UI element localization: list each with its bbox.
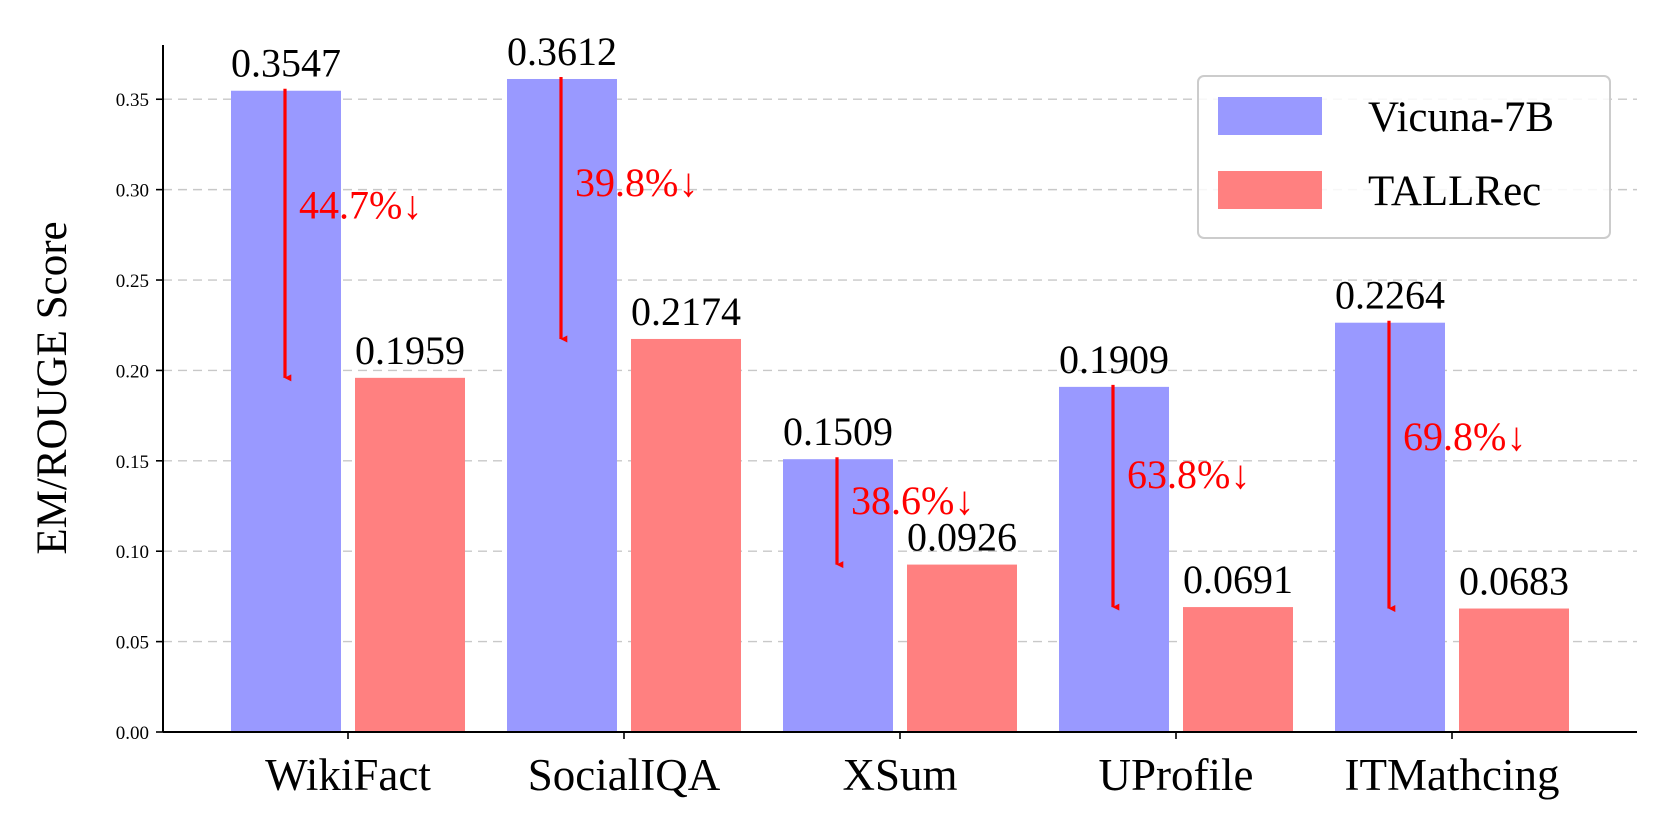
value-label: 0.3547: [231, 41, 341, 86]
y-tick-label: 0.20: [116, 361, 149, 382]
value-label: 0.2264: [1335, 273, 1445, 318]
value-label: 0.0683: [1459, 559, 1569, 604]
drop-percent-label: 38.6%↓: [851, 478, 974, 523]
legend-label: Vicuna-7B: [1368, 94, 1554, 141]
value-label: 0.0691: [1183, 557, 1293, 602]
axes: 0.00 0.05 0.10 0.15 0.20 0.25 0.30 0.35 WikiFact…: [29, 45, 1637, 800]
legend-label: TALLRec: [1368, 168, 1541, 215]
drop-percent-label: 69.8%↓: [1403, 414, 1526, 459]
value-label: 0.3612: [507, 29, 617, 74]
x-tick-label: XSum: [842, 750, 957, 800]
legend-swatch-1: [1218, 171, 1322, 209]
bar-tallrec-wikifact: [355, 377, 465, 732]
x-tick-label: WikiFact: [265, 750, 431, 800]
legend: Vicuna-7B TALLRec: [1197, 75, 1611, 239]
y-tick-label: 0.10: [116, 542, 149, 563]
y-tick-label: 0.00: [116, 723, 149, 744]
value-label: 0.0926: [907, 515, 1017, 560]
y-tick-label: 0.30: [116, 181, 149, 202]
legend-swatch-0: [1218, 97, 1322, 135]
value-label: 0.1959: [355, 328, 465, 373]
drop-percent-label: 63.8%↓: [1127, 452, 1250, 497]
drop-annotations: 44.7%↓ 39.8%↓ 38.6%↓ 63.8%↓ 69.8%↓: [283, 76, 1526, 613]
bar-tallrec-uprofile: [1183, 607, 1293, 732]
x-tick-label: SocialIQA: [528, 750, 721, 800]
y-axis-label: EM/ROUGE Score: [29, 221, 76, 554]
x-tick-label: UProfile: [1099, 750, 1254, 800]
drop-percent-label: 44.7%↓: [299, 182, 422, 227]
labels: 0.3547 0.3612 0.1509 0.1909 0.2264 0.1959 0.21…: [231, 29, 1569, 604]
bar-tallrec-xsum: [907, 564, 1017, 732]
value-label: 0.1509: [783, 409, 893, 454]
bar-tallrec-socialiqa: [631, 338, 741, 732]
value-label: 0.2174: [631, 289, 741, 334]
y-tick-label: 0.35: [116, 90, 149, 111]
y-tick-label: 0.15: [116, 452, 149, 473]
y-tick-label: 0.25: [116, 271, 149, 292]
bars: [231, 78, 1569, 733]
value-label: 0.1909: [1059, 337, 1169, 382]
y-tick-label: 0.05: [116, 633, 149, 654]
drop-percent-label: 39.8%↓: [575, 160, 698, 205]
bar-tallrec-itmathcing: [1459, 608, 1569, 732]
x-tick-label: ITMathcing: [1345, 750, 1560, 800]
